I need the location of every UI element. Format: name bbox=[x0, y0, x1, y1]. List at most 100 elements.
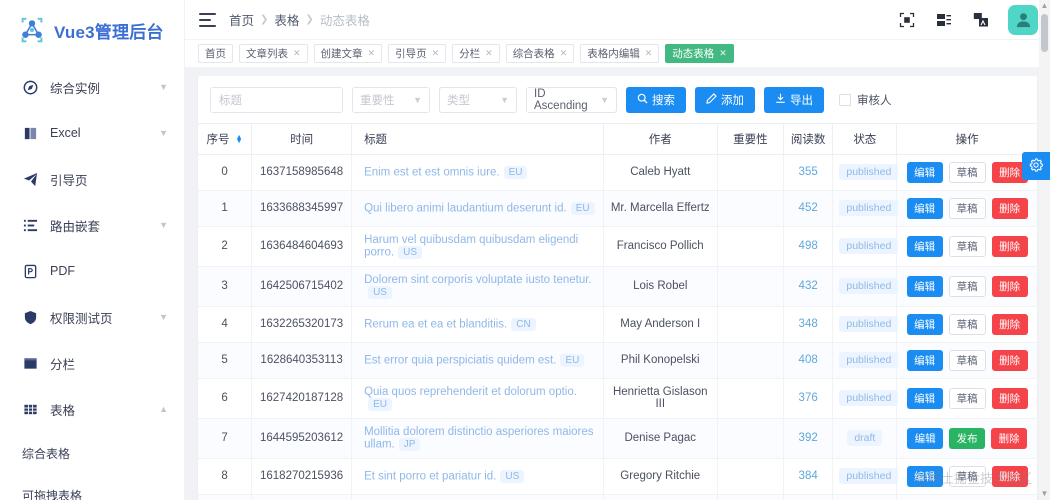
tag-guide[interactable]: 引导页 ✕ bbox=[388, 44, 447, 63]
cell-title[interactable]: Dolorem sint corporis voluptate iusto te… bbox=[351, 266, 604, 307]
cell-title[interactable]: Quia quos reprehenderit et dolorum optio… bbox=[351, 378, 604, 419]
draft-button[interactable]: 草稿 bbox=[948, 197, 986, 219]
tag-home[interactable]: 首页 bbox=[198, 44, 233, 63]
tag-columns[interactable]: 分栏 ✕ bbox=[452, 44, 500, 63]
sort-select[interactable]: ID Ascending ▼ bbox=[526, 87, 617, 113]
article-title-link[interactable]: Et sint porro et pariatur id. bbox=[364, 470, 497, 483]
delete-button[interactable]: 删除 bbox=[991, 275, 1028, 297]
scrollbar-thumb[interactable] bbox=[1041, 14, 1048, 52]
cell-title[interactable]: Enim est et est omnis iure. EU bbox=[351, 154, 604, 191]
table-row[interactable]: 8 1618270215936 Et sint porro et pariatur … bbox=[198, 458, 1037, 495]
table-row[interactable]: 4 1632265320173 Rerum ea et ea et blanditi… bbox=[198, 306, 1037, 343]
draft-button[interactable]: 草稿 bbox=[948, 313, 986, 335]
type-select[interactable]: 类型 ▼ bbox=[439, 87, 517, 113]
sidebar-item-excel[interactable]: Excel ▼ bbox=[0, 110, 184, 156]
tag-dynamic-table[interactable]: 动态表格 ✕ bbox=[665, 44, 734, 63]
article-title-link[interactable]: Harum vel quibusdam quibusdam eligendi p… bbox=[364, 233, 579, 259]
delete-button[interactable]: 删除 bbox=[991, 387, 1028, 409]
settings-fab[interactable] bbox=[1022, 152, 1050, 180]
edit-button[interactable]: 编辑 bbox=[906, 275, 943, 297]
search-title-input[interactable]: 标题 bbox=[210, 87, 343, 113]
table-row[interactable]: 3 1642506715402 Dolorem sint corporis volu… bbox=[198, 266, 1037, 307]
close-icon[interactable]: ✕ bbox=[485, 48, 493, 58]
add-button[interactable]: 添加 bbox=[695, 87, 755, 113]
table-row[interactable]: 7 1644595203612 Mollitia dolorem distincti… bbox=[198, 418, 1037, 459]
article-title-link[interactable]: Dolorem sint corporis voluptate iusto te… bbox=[364, 273, 592, 286]
importance-select[interactable]: 重要性 ▼ bbox=[352, 87, 430, 113]
draft-button[interactable]: 草稿 bbox=[948, 349, 986, 371]
avatar[interactable] bbox=[1008, 4, 1038, 35]
draft-button[interactable]: 草稿 bbox=[948, 387, 986, 409]
draft-button[interactable]: 草稿 bbox=[948, 161, 986, 183]
article-title-link[interactable]: Mollitia dolorem distinctio asperiores m… bbox=[364, 425, 594, 451]
close-icon[interactable]: ✕ bbox=[367, 48, 376, 58]
cell-title[interactable]: Qui libero animi laudantium deserunt id.… bbox=[351, 190, 604, 227]
edit-button[interactable]: 编辑 bbox=[906, 387, 943, 409]
sidebar-item-guide[interactable]: 引导页 bbox=[0, 156, 184, 202]
table-row[interactable]: 6 1627420187128 Quia quos reprehenderit et… bbox=[198, 378, 1037, 419]
cell-title[interactable]: Est error quia perspiciatis quidem est. E… bbox=[351, 342, 604, 379]
reviewer-checkbox[interactable]: 审核人 bbox=[839, 92, 892, 108]
edit-button[interactable]: 编辑 bbox=[906, 465, 943, 487]
fullscreen-icon[interactable] bbox=[897, 10, 917, 30]
delete-button[interactable]: 删除 bbox=[991, 235, 1028, 257]
close-icon[interactable]: ✕ bbox=[431, 48, 440, 58]
scroll-down-arrow[interactable]: ▼ bbox=[1040, 489, 1049, 498]
draft-button[interactable]: 草稿 bbox=[948, 465, 986, 487]
search-button[interactable]: 搜索 bbox=[626, 87, 686, 113]
delete-button[interactable]: 删除 bbox=[991, 313, 1028, 335]
article-title-link[interactable]: Est error quia perspiciatis quidem est. bbox=[364, 354, 557, 367]
close-icon[interactable]: ✕ bbox=[559, 48, 568, 58]
tag-inline-edit-table[interactable]: 表格内编辑 ✕ bbox=[580, 44, 660, 63]
hamburger-icon[interactable] bbox=[199, 12, 216, 27]
layout-size-icon[interactable] bbox=[934, 10, 954, 30]
edit-button[interactable]: 编辑 bbox=[906, 161, 943, 183]
sort-icon[interactable]: ▲ ▼ bbox=[235, 133, 243, 145]
tag-create-article[interactable]: 创建文章 ✕ bbox=[313, 44, 383, 63]
table-row[interactable]: 5 1628640353113 Est error quia perspiciati… bbox=[198, 342, 1037, 379]
delete-button[interactable]: 删除 bbox=[991, 349, 1028, 371]
sidebar-item-columns[interactable]: 分栏 bbox=[0, 340, 184, 386]
draft-button[interactable]: 草稿 bbox=[948, 235, 986, 257]
sidebar-item-table[interactable]: 表格 ▲ bbox=[0, 386, 184, 432]
delete-button[interactable]: 删除 bbox=[991, 465, 1028, 487]
cell-title[interactable]: Rerum ea et ea et blanditiis. CN bbox=[351, 306, 604, 343]
edit-button[interactable]: 编辑 bbox=[906, 235, 943, 257]
edit-button[interactable]: 编辑 bbox=[907, 427, 944, 449]
sidebar-item-pdf[interactable]: PDF bbox=[0, 248, 184, 294]
sidebar-item-nested-route[interactable]: 路由嵌套 ▼ bbox=[0, 202, 184, 248]
sidebar-item-permission[interactable]: 权限测试页 ▼ bbox=[0, 294, 184, 340]
checkbox-box[interactable] bbox=[839, 94, 851, 106]
cell-title[interactable]: Mollitia dolorem distinctio asperiores m… bbox=[351, 418, 604, 459]
page-scrollbar[interactable]: ▲ ▼ bbox=[1039, 0, 1050, 500]
logo[interactable]: Vue3管理后台 bbox=[0, 0, 184, 60]
article-title-link[interactable]: Quia quos reprehenderit et dolorum optio… bbox=[364, 385, 577, 398]
breadcrumb-item-table[interactable]: 表格 bbox=[274, 14, 300, 28]
close-icon[interactable]: ✕ bbox=[644, 48, 653, 58]
tag-article-list[interactable]: 文章列表 ✕ bbox=[239, 44, 308, 63]
article-title-link[interactable]: Enim est et est omnis iure. bbox=[364, 166, 500, 179]
sidebar-subitem-comprehensive-table[interactable]: 综合表格 bbox=[0, 432, 184, 474]
table-row[interactable]: 0 1637158985648 Enim est et est omnis iure… bbox=[198, 154, 1037, 191]
close-icon[interactable]: ✕ bbox=[719, 48, 727, 58]
breadcrumb-item-home[interactable]: 首页 bbox=[229, 14, 255, 28]
table-row[interactable]: 2 1636484604693 Harum vel quibusdam quibus… bbox=[198, 226, 1037, 267]
col-header-index[interactable]: 序号 ▲ ▼ bbox=[198, 124, 253, 155]
article-title-link[interactable]: Qui libero animi laudantium deserunt id. bbox=[364, 202, 567, 215]
article-title-link[interactable]: Rerum ea et ea et blanditiis. bbox=[364, 318, 508, 331]
edit-button[interactable]: 编辑 bbox=[906, 197, 943, 219]
delete-button[interactable]: 删除 bbox=[991, 161, 1028, 183]
cell-title[interactable]: Harum vel quibusdam quibusdam eligendi p… bbox=[351, 226, 604, 267]
delete-button[interactable]: 删除 bbox=[991, 427, 1028, 449]
close-icon[interactable]: ✕ bbox=[293, 48, 301, 58]
language-switch-icon[interactable] bbox=[971, 10, 991, 30]
cell-title[interactable]: Et sint porro et pariatur id. US bbox=[351, 458, 604, 495]
edit-button[interactable]: 编辑 bbox=[906, 313, 943, 335]
table-row[interactable]: 1 1633688345997 Qui libero animi laudantiu… bbox=[198, 190, 1037, 227]
export-button[interactable]: 导出 bbox=[764, 87, 824, 113]
delete-button[interactable]: 删除 bbox=[991, 197, 1028, 219]
scroll-up-arrow[interactable]: ▲ bbox=[1040, 1, 1049, 10]
sidebar-item-comprehensive[interactable]: 综合实例 ▼ bbox=[0, 64, 184, 110]
